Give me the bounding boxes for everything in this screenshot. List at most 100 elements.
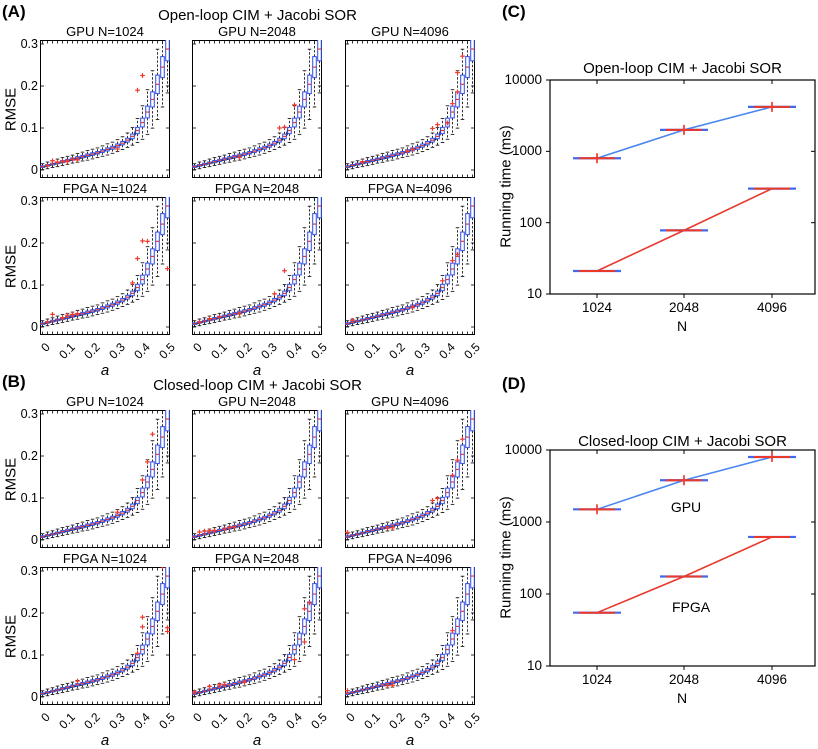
- panel-c-label: (C): [502, 2, 526, 21]
- rmse-ytick-A-0-1: 0.1: [20, 121, 38, 135]
- rmse-ytick-B-0-1: 0.1: [20, 491, 38, 505]
- runtime-annotation-D-fpga: FPGA: [671, 599, 711, 615]
- subplot-title-B-0: GPU N=1024: [66, 394, 144, 409]
- panel-a-label: (A): [2, 2, 26, 21]
- panel-d-xlabel: N: [676, 690, 688, 706]
- rmse-xtick-A-1-0: 0: [189, 340, 205, 355]
- rmse-ytick-A-0-0: 0: [31, 163, 38, 177]
- rmse-xtick-B-2-5: 0.5: [460, 710, 483, 732]
- rmse-xlabel-A-2: a: [405, 362, 415, 379]
- rmse-xtick-A-2-1: 0.1: [360, 340, 383, 362]
- runtime-xtick-D-2: 4096: [756, 672, 788, 687]
- rmse-ytick-B-1-0: 0: [31, 690, 38, 704]
- rmse-ytick-A-0-2: 0.2: [20, 79, 38, 93]
- rmse-ytick-B-1-2: 0.2: [20, 606, 38, 620]
- rmse-ytick-B-0-2: 0.2: [20, 449, 38, 463]
- rmse-xtick-A-2-5: 0.5: [460, 340, 483, 362]
- rmse-xtick-B-2-1: 0.1: [360, 710, 383, 732]
- panel-b-title: Closed-loop CIM + Jacobi SOR: [153, 377, 362, 394]
- subplot-title-B-2: GPU N=4096: [371, 394, 449, 409]
- panel-b-label: (B): [2, 372, 26, 391]
- runtime-xtick-D-0: 1024: [581, 672, 613, 687]
- rmse-xtick-A-0-5: 0.5: [155, 340, 178, 362]
- rmse-xtick-B-1-5: 0.5: [307, 710, 330, 732]
- runtime-ytick-D-1: 100: [519, 586, 542, 601]
- runtime-xtick-C-2: 4096: [756, 300, 788, 315]
- rmse-xtick-B-0-4: 0.4: [130, 710, 153, 732]
- rmse-subplot-A-3: [40, 197, 170, 335]
- subplot-title-A-2: GPU N=4096: [371, 24, 449, 39]
- rmse-xtick-B-0-5: 0.5: [155, 710, 178, 732]
- rmse-xtick-B-1-0: 0: [189, 710, 205, 725]
- subplot-title-B-5: FPGA N=4096: [367, 551, 453, 566]
- subplot-title-B-1: GPU N=2048: [218, 394, 296, 409]
- panel-c-ylabel: Running time (ms): [497, 125, 515, 248]
- rmse-xtick-B-1-1: 0.1: [207, 710, 230, 732]
- runtime-xtick-C-1: 2048: [668, 300, 700, 315]
- rmse-ytick-A-1-2: 0.2: [20, 236, 38, 250]
- subplot-title-B-3: FPGA N=1024: [62, 551, 148, 566]
- panel-c-title: Open-loop CIM + Jacobi SOR: [583, 60, 782, 77]
- subplot-title-A-3: FPGA N=1024: [62, 181, 148, 196]
- rmse-subplot-B-3: [40, 567, 170, 705]
- panel-a-title: Open-loop CIM + Jacobi SOR: [158, 7, 357, 24]
- rmse-xlabel-B-0: a: [100, 732, 110, 749]
- runtime-ytick-D-0: 10: [526, 658, 542, 673]
- runtime-xtick-D-1: 2048: [668, 672, 700, 687]
- subplot-title-B-4: FPGA N=2048: [214, 551, 300, 566]
- rmse-xtick-A-2-4: 0.4: [435, 340, 458, 362]
- runtime-ytick-C-3: 10000: [504, 72, 542, 87]
- rmse-xtick-A-2-0: 0: [342, 340, 358, 355]
- subplot-title-A-4: FPGA N=2048: [214, 181, 300, 196]
- rmse-ytick-B-0-0: 0: [31, 533, 38, 547]
- rmse-xtick-A-0-1: 0.1: [55, 340, 78, 362]
- rmse-xlabel-B-2: a: [405, 732, 415, 749]
- rmse-xlabel-A-1: a: [252, 362, 262, 379]
- runtime-ytick-C-1: 100: [519, 214, 542, 230]
- rmse-subplot-A-4: [192, 197, 322, 335]
- runtime-ytick-C-2: 1000: [511, 143, 542, 159]
- rmse-xtick-B-0-0: 0: [37, 710, 53, 725]
- panel-d-ylabel: Running time (ms): [497, 496, 515, 619]
- rmse-subplot-A-1: [192, 40, 322, 178]
- subplot-title-A-1: GPU N=2048: [218, 24, 296, 39]
- rmse-subplot-A-2: [345, 40, 475, 178]
- runtime-ytick-D-3: 10000: [504, 442, 542, 457]
- rmse-xlabel-A-0: a: [100, 362, 110, 379]
- rmse-xtick-A-1-5: 0.5: [307, 340, 330, 362]
- subplot-title-A-5: FPGA N=4096: [367, 181, 453, 196]
- rmse-ytick-B-0-3: 0.3: [20, 407, 38, 421]
- rmse-xtick-B-2-0: 0: [342, 710, 358, 725]
- panel-d-label: (D): [502, 374, 526, 393]
- panel-c-xlabel: N: [676, 318, 688, 334]
- rmse-xtick-B-2-4: 0.4: [435, 710, 458, 732]
- rmse-xtick-B-0-1: 0.1: [55, 710, 78, 732]
- runtime-ytick-D-2: 1000: [511, 514, 542, 529]
- rmse-xtick-B-1-4: 0.4: [282, 710, 305, 732]
- runtime-chart-C: [546, 79, 816, 298]
- rmse-xtick-A-0-0: 0: [37, 340, 53, 355]
- rmse-subplot-B-1: [192, 410, 322, 548]
- rmse-subplot-A-5: [345, 197, 475, 335]
- runtime-chart-D: [546, 449, 816, 670]
- runtime-annotation-D-gpu: GPU: [670, 499, 702, 515]
- rmse-xtick-A-1-4: 0.4: [282, 340, 305, 362]
- rmse-subplot-B-0: [40, 410, 170, 548]
- rmse-ytick-A-1-0: 0: [31, 320, 38, 334]
- rmse-xlabel-B-1: a: [252, 732, 262, 749]
- rmse-ytick-A-1-3: 0.3: [20, 194, 38, 208]
- rmse-xtick-A-1-1: 0.1: [207, 340, 230, 362]
- runtime-ytick-C-0: 10: [526, 286, 542, 301]
- rmse-ytick-A-0-3: 0.3: [20, 37, 38, 51]
- rmse-ytick-A-1-1: 0.1: [20, 278, 38, 292]
- rmse-ytick-B-1-3: 0.3: [20, 564, 38, 578]
- rmse-subplot-A-0: [40, 40, 170, 178]
- rmse-subplot-B-5: [345, 567, 475, 705]
- subplot-title-A-0: GPU N=1024: [66, 24, 144, 39]
- rmse-subplot-B-4: [192, 567, 322, 705]
- panel-d-title: Closed-loop CIM + Jacobi SOR: [578, 433, 787, 450]
- rmse-ytick-B-1-1: 0.1: [20, 648, 38, 662]
- rmse-subplot-B-2: [345, 410, 475, 548]
- runtime-xtick-C-0: 1024: [581, 300, 613, 315]
